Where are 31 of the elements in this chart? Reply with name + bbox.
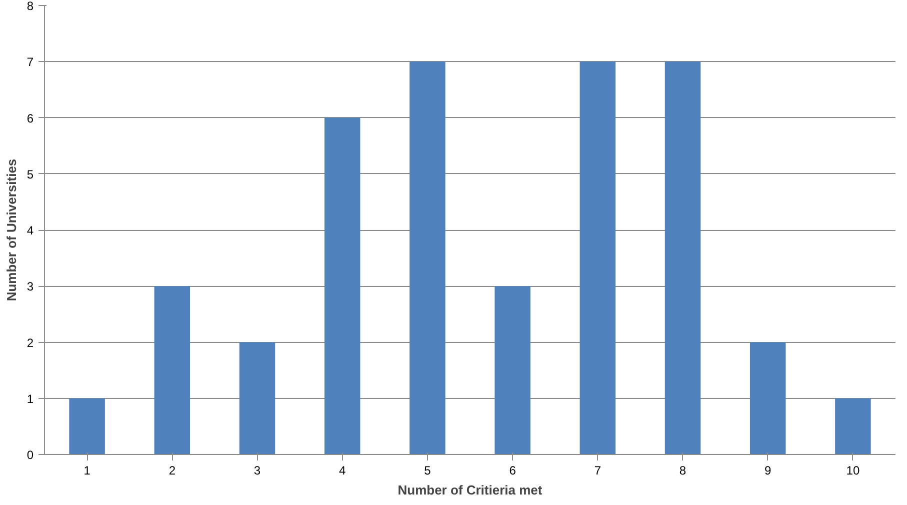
bar <box>664 62 701 454</box>
y-tick-label: 3 <box>26 280 34 294</box>
bar <box>494 286 530 454</box>
x-tick-label: 7 <box>594 464 602 478</box>
bar <box>154 286 190 454</box>
y-tick-label: 2 <box>26 336 34 350</box>
y-tick-label: 4 <box>26 224 34 238</box>
x-axis-title: Number of Critieria met <box>398 482 543 498</box>
x-tick-label: 2 <box>168 464 176 478</box>
bar <box>410 62 446 454</box>
bar <box>239 342 276 454</box>
x-tick-label: 6 <box>509 464 516 478</box>
y-tick-label: 8 <box>26 0 34 13</box>
y-tick-label: 0 <box>26 448 34 462</box>
x-tick-label: 9 <box>764 464 772 478</box>
x-tick-label: 4 <box>339 464 346 478</box>
y-tick-label: 5 <box>26 167 34 182</box>
x-tick-label: 1 <box>84 464 91 478</box>
y-tick-label: 6 <box>26 111 34 126</box>
bar <box>69 398 105 454</box>
bar <box>835 398 871 454</box>
x-tick-label: 3 <box>254 464 261 478</box>
y-tick-label: 7 <box>26 55 34 70</box>
y-axis-title: Number of Universities <box>4 158 19 302</box>
y-tick-label: 1 <box>26 392 34 406</box>
x-tick-label: 10 <box>846 464 860 478</box>
bar <box>750 342 786 454</box>
x-tick-label: 8 <box>679 464 686 478</box>
bar <box>324 118 360 454</box>
x-tick-label: 5 <box>424 464 432 478</box>
bar <box>580 62 616 454</box>
